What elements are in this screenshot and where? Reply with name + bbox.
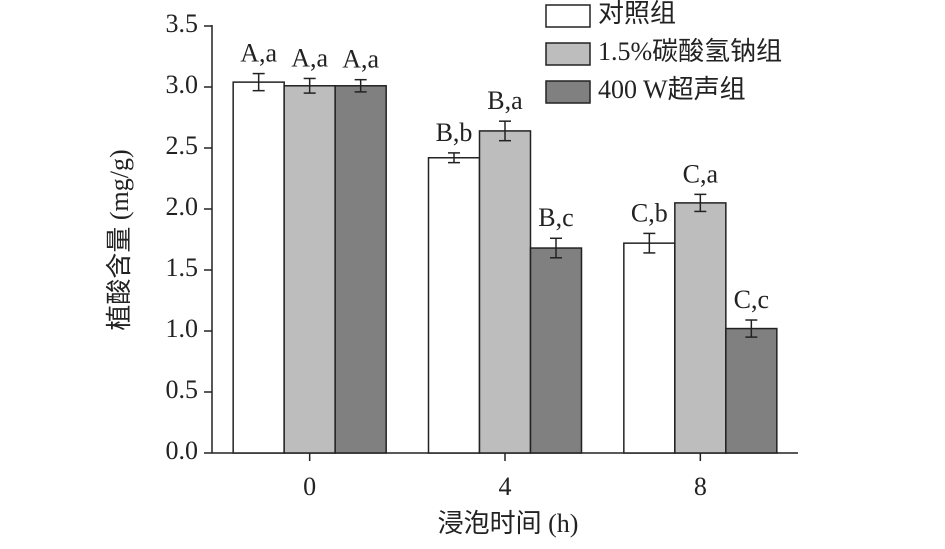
bar-annotation: C,a [683, 159, 719, 188]
y-tick-label: 3.5 [166, 9, 199, 38]
y-tick-label: 2.0 [166, 192, 199, 221]
bar-annotation: B,b [436, 118, 473, 147]
bar-annotation: A,a [291, 43, 328, 72]
x-tick-label: 0 [303, 472, 316, 501]
bar-annotation: B,a [487, 86, 523, 115]
x-tick-label: 8 [694, 472, 707, 501]
bar-annotation: A,a [240, 39, 277, 68]
y-tick-label: 1.0 [166, 314, 199, 343]
legend-label: 1.5%碳酸氢钠组 [598, 37, 782, 66]
y-tick-label: 0.5 [166, 375, 199, 404]
y-tick-label: 2.5 [166, 131, 199, 160]
y-tick-label: 1.5 [166, 253, 199, 282]
bar [478, 130, 532, 454]
bar-annotation: C,c [734, 285, 769, 314]
y-axis-label: 植酸含量 (mg/g) [105, 149, 134, 330]
legend-label: 对照组 [598, 0, 676, 28]
bar [674, 202, 727, 454]
bar [725, 327, 778, 454]
y-tick-label: 3.0 [166, 70, 199, 99]
bar [529, 247, 583, 454]
bar [283, 85, 336, 454]
bar [232, 81, 285, 454]
x-tick-label: 4 [499, 472, 512, 501]
bar [623, 242, 676, 454]
bar [334, 85, 387, 454]
legend-swatch [545, 42, 591, 66]
bar-annotation: C,b [631, 198, 668, 227]
bar-annotation: B,c [538, 203, 573, 232]
bar [427, 157, 481, 454]
x-axis-label: 浸泡时间 (h) [438, 509, 579, 538]
legend-swatch [545, 80, 591, 104]
bar-annotation: A,a [342, 45, 379, 74]
y-tick-label: 0.0 [166, 436, 199, 465]
legend-label: 400 W超声组 [598, 75, 746, 104]
legend-swatch [545, 4, 591, 28]
